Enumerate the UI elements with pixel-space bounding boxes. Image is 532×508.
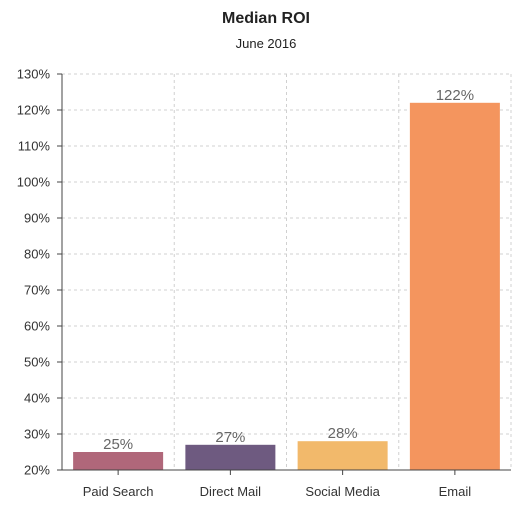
x-tick-label: Direct Mail bbox=[200, 484, 262, 499]
data-label: 28% bbox=[328, 425, 358, 442]
y-tick-label: 70% bbox=[24, 283, 50, 298]
x-tick-label: Email bbox=[439, 484, 472, 499]
bar-email bbox=[409, 102, 500, 471]
chart-title: Median ROI bbox=[221, 10, 310, 27]
y-tick-label: 60% bbox=[24, 319, 50, 334]
y-tick-label: 40% bbox=[24, 391, 50, 406]
data-label: 25% bbox=[103, 436, 133, 453]
y-tick-label: 80% bbox=[24, 247, 50, 262]
y-tick-label: 100% bbox=[17, 175, 51, 190]
y-tick-label: 110% bbox=[18, 139, 51, 154]
x-tick-label: Social Media bbox=[305, 484, 380, 499]
chart-subtitle: June 2016 bbox=[235, 36, 297, 51]
x-tick-label: Paid Search bbox=[83, 484, 154, 499]
data-label: 27% bbox=[215, 429, 245, 446]
y-tick-label: 20% bbox=[24, 463, 50, 478]
y-tick-label: 130% bbox=[17, 67, 51, 82]
data-label: 122% bbox=[436, 87, 474, 104]
y-tick-label: 120% bbox=[17, 103, 51, 118]
y-tick-label: 50% bbox=[24, 355, 50, 370]
bar-social-media bbox=[297, 441, 388, 470]
y-tick-label: 90% bbox=[24, 211, 50, 226]
bar-paid-search bbox=[73, 452, 164, 470]
y-tick-label: 30% bbox=[24, 427, 50, 442]
bar-direct-mail bbox=[185, 444, 276, 470]
